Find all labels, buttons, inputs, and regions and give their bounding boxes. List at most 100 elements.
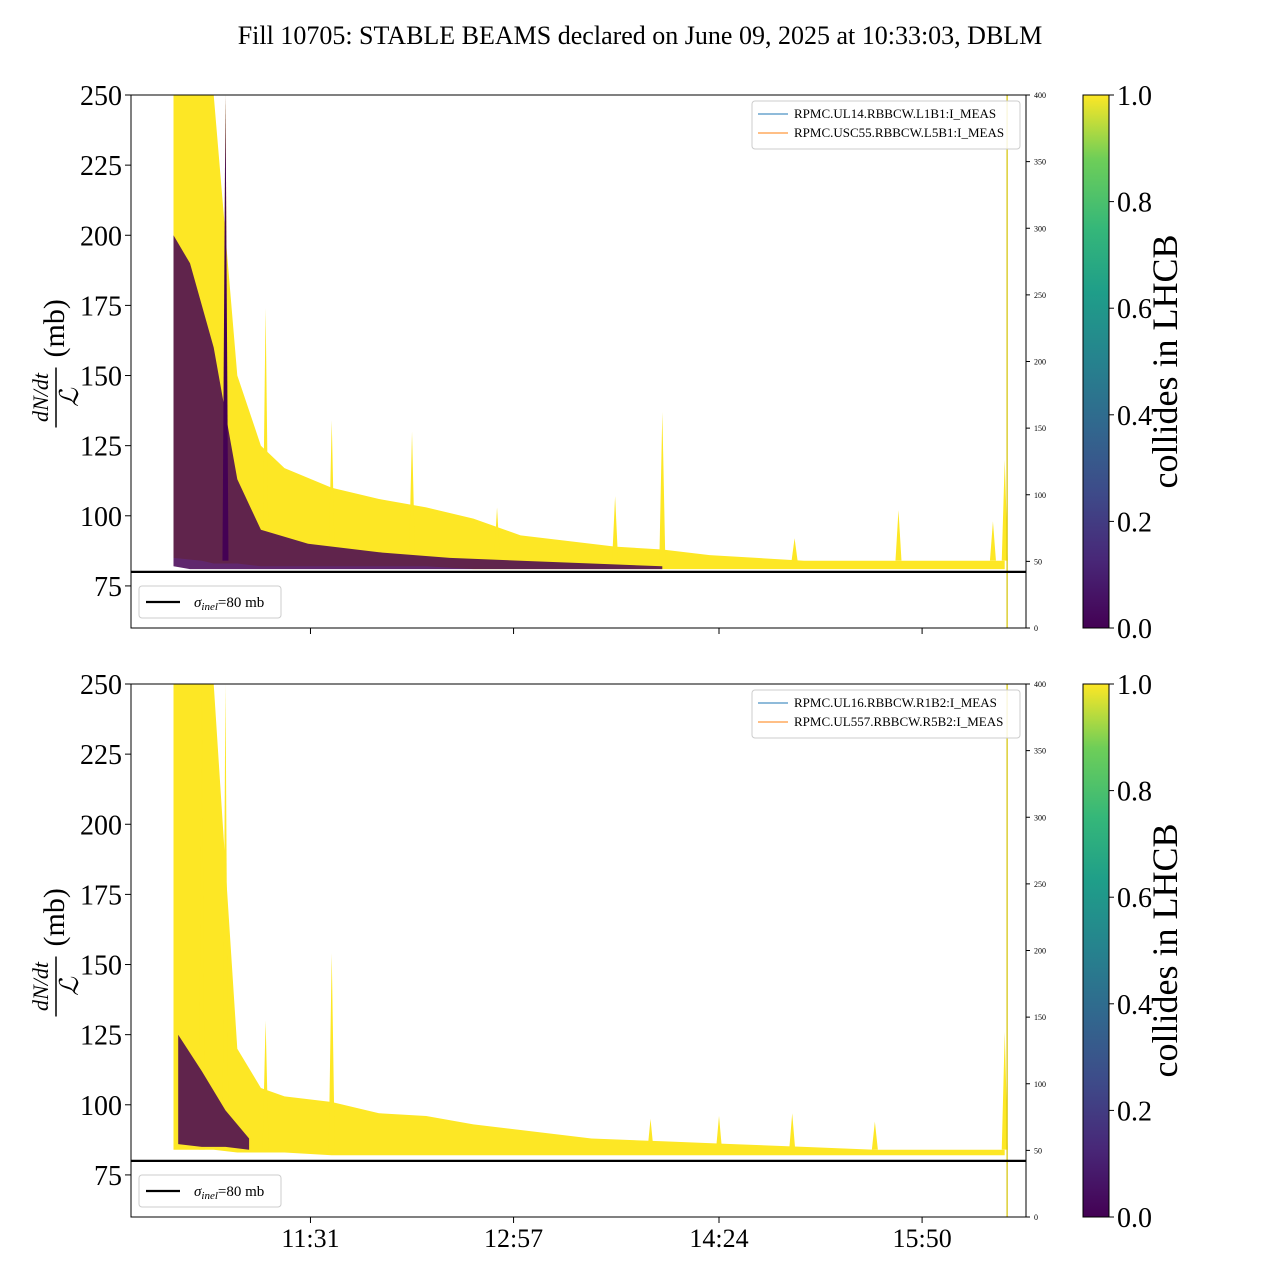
spike-collides xyxy=(328,953,335,1150)
legend-entry: σinel=80 mb xyxy=(194,1184,264,1202)
colorbar-gradient xyxy=(1082,683,1110,1218)
spike-collides xyxy=(659,411,666,561)
colorbar-label: collides in LHCB xyxy=(1145,235,1185,489)
x-tick-label: 11:31 xyxy=(281,1224,339,1253)
legend-sigma: σinel=80 mb xyxy=(138,585,282,619)
y-tick-label: 225 xyxy=(80,151,122,182)
y-tick-label: 200 xyxy=(80,221,122,252)
y2-tick-label: 150 xyxy=(1034,1013,1046,1022)
y-tick-label: 100 xyxy=(80,502,122,533)
y-tick-label: 75 xyxy=(94,1161,122,1192)
y2-tick-label: 200 xyxy=(1034,358,1046,367)
colorbar-tick-label: 0.4 xyxy=(1117,401,1152,432)
colorbar-tick-label: 0.4 xyxy=(1117,990,1152,1021)
band-collides xyxy=(173,95,1005,570)
colorbar-tick-label: 1.0 xyxy=(1117,81,1152,112)
y2-tick-label: 100 xyxy=(1034,491,1046,500)
legend-currents: RPMC.UL14.RBBCW.L1B1:I_MEAS RPMC.USC55.RB… xyxy=(751,100,1021,150)
colorbar-tick-label: 1.0 xyxy=(1117,670,1152,701)
legend-entry: σinel=80 mb xyxy=(194,595,264,613)
colorbar-tick-label: 0.0 xyxy=(1117,614,1152,645)
y-tick-label: 100 xyxy=(80,1091,122,1122)
y2-tick-label: 300 xyxy=(1034,813,1046,822)
colorbar-gradient xyxy=(1082,94,1110,629)
colorbar-tick-label: 0.0 xyxy=(1117,1203,1152,1234)
legend-box xyxy=(751,100,1021,150)
colorbar-tick-label: 0.6 xyxy=(1117,294,1152,325)
y2-tick-label: 50 xyxy=(1034,557,1042,566)
spike-collides xyxy=(612,496,619,561)
colorbar-bottom: 0.0 0.2 0.4 0.6 0.8 1.0 collides in LHCB xyxy=(1082,670,1185,1234)
legend-box xyxy=(138,1174,282,1208)
y2-tick-label: 200 xyxy=(1034,947,1046,956)
colorbar-tick-label: 0.8 xyxy=(1117,188,1152,219)
legend-entry: RPMC.UL14.RBBCW.L1B1:I_MEAS xyxy=(794,106,996,121)
legend-box xyxy=(138,585,282,619)
y-label-denominator: ℒ xyxy=(55,387,84,407)
colorbar-tick-label: 0.6 xyxy=(1117,883,1152,914)
y-label-denominator: ℒ xyxy=(55,976,84,996)
x-tick-label: 14:24 xyxy=(689,1224,748,1253)
spike-collides xyxy=(871,1121,878,1150)
panel-top: 75 100 125 150 175 200 225 250 0 50 100 150 200 250 30… xyxy=(28,81,1185,645)
colorbar-tick-label: 0.8 xyxy=(1117,777,1152,808)
y-label-unit: (mb) xyxy=(38,888,71,946)
y-label-numerator: dN/dt xyxy=(28,372,53,422)
spike-not-collides xyxy=(222,95,229,561)
colorbar-tick-label: 0.2 xyxy=(1117,507,1152,538)
y-tick-label: 250 xyxy=(80,670,122,701)
legend-entry: RPMC.UL16.RBBCW.R1B2:I_MEAS xyxy=(794,695,997,710)
y2-tick-label: 150 xyxy=(1034,424,1046,433)
y-tick-label: 125 xyxy=(80,432,122,463)
legend-currents: RPMC.UL16.RBBCW.R1B2:I_MEAS RPMC.UL557.RB… xyxy=(751,689,1021,739)
y2-tick-label: 350 xyxy=(1034,747,1046,756)
spike-collides xyxy=(328,420,335,561)
y-tick-label: 175 xyxy=(80,291,122,322)
y-axis-label: dN/dt ℒ (mb) xyxy=(28,299,84,428)
y2-tick-label: 300 xyxy=(1034,224,1046,233)
y-tick-label: 75 xyxy=(94,572,122,603)
y2-tick-label: 100 xyxy=(1034,1080,1046,1089)
band-not-collides xyxy=(173,235,663,570)
spike-collides xyxy=(409,431,416,561)
legend-sigma: σinel=80 mb xyxy=(138,1174,282,1208)
spike-collides xyxy=(222,684,229,1150)
y-tick-label: 150 xyxy=(80,951,122,982)
y-label-unit: (mb) xyxy=(38,299,71,357)
band-collides xyxy=(173,684,1005,1156)
y-label-numerator: dN/dt xyxy=(28,961,53,1011)
y2-tick-label: 400 xyxy=(1034,680,1046,689)
legend-entry: RPMC.USC55.RBBCW.L5B1:I_MEAS xyxy=(794,125,1004,140)
spike-collides xyxy=(647,1118,654,1150)
spike-collides xyxy=(895,510,902,561)
y2-tick-label: 250 xyxy=(1034,880,1046,889)
figure-title: Fill 10705: STABLE BEAMS declared on Jun… xyxy=(238,21,1043,50)
y2-tick-label: 400 xyxy=(1034,91,1046,100)
legend-entry: RPMC.UL557.RBBCW.R5B2:I_MEAS xyxy=(794,714,1003,729)
legend-box xyxy=(751,689,1021,739)
panel-bottom: 75 100 125 150 175 200 225 250 0 50 100 150 200 250 30… xyxy=(28,670,1185,1253)
spike-collides xyxy=(262,1020,269,1150)
spike-collides xyxy=(791,538,798,561)
spike-collides xyxy=(494,507,501,561)
plot-area-top xyxy=(131,95,1026,628)
spike-collides xyxy=(198,684,205,1150)
band-not-collides xyxy=(178,1034,250,1150)
y-tick-label: 175 xyxy=(80,880,122,911)
y2-tick-label: 50 xyxy=(1034,1146,1042,1155)
spike-collides xyxy=(989,521,996,561)
y-tick-label: 250 xyxy=(80,81,122,112)
x-tick-label: 15:50 xyxy=(892,1224,951,1253)
spike-collides xyxy=(1001,1031,1008,1150)
plot-area-bottom xyxy=(131,684,1026,1217)
colorbar-top: 0.0 0.2 0.4 0.6 0.8 1.0 collides in LHCB xyxy=(1082,81,1185,645)
spike-collides xyxy=(262,308,269,561)
y-axis-label: dN/dt ℒ (mb) xyxy=(28,888,84,1017)
y-tick-label: 200 xyxy=(80,810,122,841)
spike-collides xyxy=(789,1113,796,1150)
y2-tick-label: 350 xyxy=(1034,158,1046,167)
spike-collides xyxy=(716,1116,723,1150)
y-tick-label: 150 xyxy=(80,362,122,393)
y2-tick-label: 0 xyxy=(1034,1213,1038,1222)
